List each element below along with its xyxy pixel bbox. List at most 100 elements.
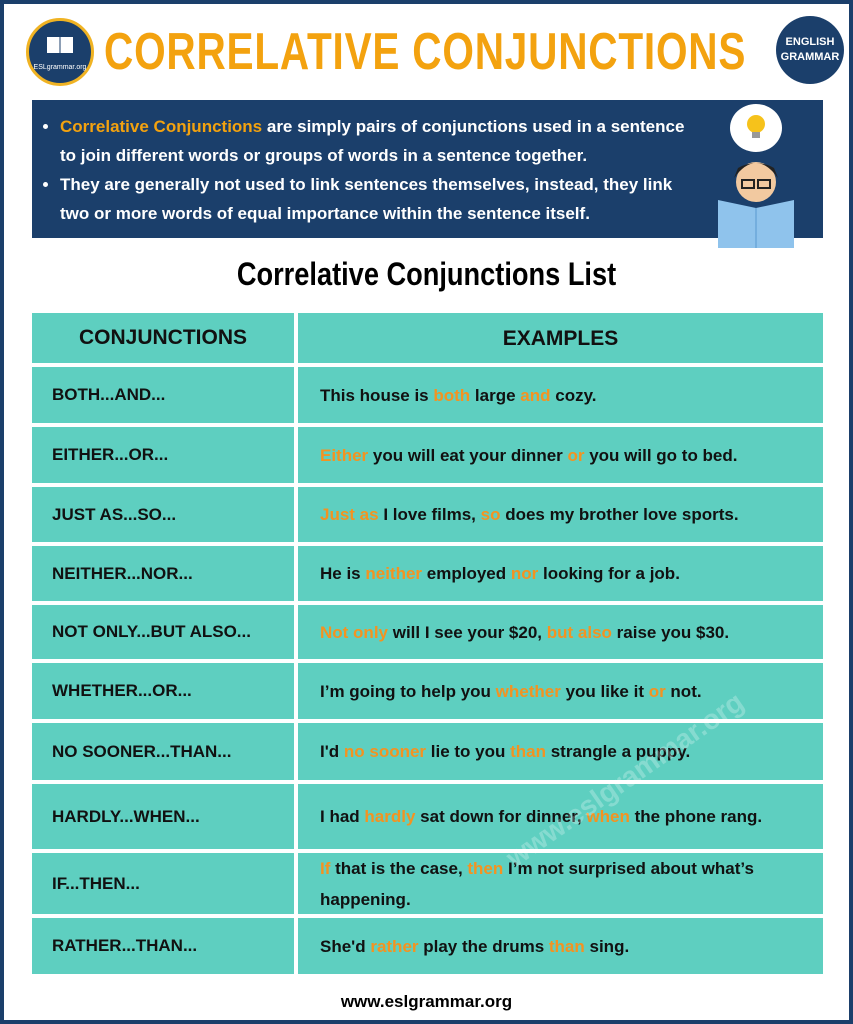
- example: I'd no sooner lie to you than strangle a…: [298, 723, 823, 780]
- highlight-text: If: [320, 858, 331, 878]
- text-segment: They are generally not used to link sent…: [60, 175, 673, 223]
- example: I had hardly sat down for dinner, when t…: [298, 784, 823, 849]
- text-segment: are simply pairs of conjunctions used in…: [60, 117, 685, 165]
- example-text: Not only will I see your $20, but also r…: [320, 617, 729, 648]
- table-row: NO SOONER...THAN... I'd no sooner lie to …: [32, 723, 823, 780]
- text-segment: looking for a job.: [538, 564, 680, 583]
- table-row: RATHER...THAN... She'd rather play the dr…: [32, 918, 823, 974]
- example-text: Either you will eat your dinner or you w…: [320, 440, 738, 471]
- text-segment: you like it: [560, 681, 649, 701]
- example-text: Just as I love films, so does my brother…: [320, 499, 739, 530]
- text-segment: I love films,: [378, 505, 481, 524]
- bullet: Correlative Conjunctions are simply pair…: [60, 112, 693, 170]
- table-row: BOTH...AND... This house is both large an…: [32, 367, 823, 423]
- highlight-text: Not only: [320, 622, 388, 642]
- highlight-text: when: [586, 807, 630, 826]
- highlight-text: hardly: [364, 807, 416, 826]
- conjunction: NOT ONLY...BUT ALSO...: [32, 605, 294, 659]
- table-row: NEITHER...NOR... He is neither employed n…: [32, 546, 823, 601]
- bullet: They are generally not used to link sent…: [60, 170, 693, 228]
- highlight-text: Correlative Conjunctions: [60, 117, 263, 136]
- text-segment: I’m going to help you: [320, 681, 496, 701]
- conjunction: NEITHER...NOR...: [32, 546, 294, 601]
- conjunction: BOTH...AND...: [32, 367, 294, 423]
- conjunction: EITHER...OR...: [32, 427, 294, 483]
- conjunction: WHETHER...OR...: [32, 663, 294, 719]
- conjunction: JUST AS...SO...: [32, 487, 294, 542]
- highlight-text: then: [467, 858, 504, 878]
- text-segment: cozy.: [550, 385, 597, 405]
- highlight-text: both: [433, 385, 471, 405]
- example-text: He is neither employed nor looking for a…: [320, 558, 680, 589]
- table-row: WHETHER...OR... I’m going to help you whe…: [32, 663, 823, 719]
- example: Not only will I see your $20, but also r…: [298, 605, 823, 659]
- footer: www.eslgrammar.org: [340, 992, 513, 1011]
- example-text: If that is the case, then I’m not surpri…: [320, 853, 817, 915]
- highlight-text: no sooner: [343, 742, 427, 761]
- table-row: NOT ONLY...BUT ALSO... Not only will I se…: [32, 605, 823, 659]
- highlight-text: and: [520, 385, 551, 405]
- title: CORRELATIVE CONJUNCTIONS: [104, 23, 747, 81]
- text-segment: I’m not surprised about what’s happening…: [320, 858, 759, 909]
- example-text: She'd rather play the drums than sing.: [320, 931, 629, 962]
- bullet-list: Correlative Conjunctions are simply pair…: [44, 112, 693, 228]
- example: I’m going to help you whether you like i…: [298, 663, 823, 719]
- text-segment: This house is: [320, 385, 434, 405]
- example-text: I’m going to help you whether you like i…: [320, 676, 702, 707]
- highlight-text: nor: [510, 564, 539, 583]
- text-segment: does my brother love sports.: [500, 505, 739, 524]
- highlight-text: than: [548, 936, 585, 956]
- text-segment: you will go to bed.: [584, 445, 738, 465]
- example: This house is both large and cozy.: [298, 367, 823, 423]
- text-segment: will I see your $20,: [388, 622, 547, 642]
- highlight-text: rather: [370, 936, 419, 956]
- text-segment: He is: [320, 564, 366, 583]
- column-header: CONJUNCTIONS: [32, 313, 294, 363]
- intro-box: Correlative Conjunctions are simply pair…: [32, 100, 823, 238]
- text-segment: lie to you: [426, 742, 511, 761]
- example-text: This house is both large and cozy.: [320, 380, 597, 411]
- text-segment: the phone rang.: [629, 807, 763, 826]
- text-segment: play the drums: [418, 936, 549, 956]
- text-segment: She'd: [320, 936, 371, 956]
- example: He is neither employed nor looking for a…: [298, 546, 823, 601]
- conjunction: HARDLY...WHEN...: [32, 784, 294, 849]
- text-segment: strangle a puppy.: [546, 742, 691, 761]
- highlight-text: Just as: [320, 505, 379, 524]
- book-icon: [47, 37, 73, 53]
- table-row: HARDLY...WHEN... I had hardly sat down fo…: [32, 784, 823, 849]
- subtitle: Correlative Conjunctions List: [236, 256, 617, 292]
- reader-illustration: [718, 104, 794, 248]
- highlight-text: or: [567, 445, 585, 465]
- logo-text: ESLgrammar.org: [33, 64, 87, 71]
- table-row: JUST AS...SO... Just as I love films, so …: [32, 487, 823, 542]
- highlight-text: whether: [495, 681, 561, 701]
- example-text: I'd no sooner lie to you than strangle a…: [320, 736, 690, 767]
- highlight-text: or: [648, 681, 666, 701]
- example: Either you will eat your dinner or you w…: [298, 427, 823, 483]
- conjunction: RATHER...THAN...: [32, 918, 294, 974]
- text-segment: raise you $30.: [611, 622, 730, 642]
- text-segment: not.: [665, 681, 702, 701]
- table-row: IF...THEN... If that is the case, then I’…: [32, 853, 823, 914]
- conjunction: NO SOONER...THAN...: [32, 723, 294, 780]
- highlight-text: Either: [320, 445, 369, 465]
- logo: ESLgrammar.org: [26, 18, 94, 86]
- text-segment: I'd: [320, 742, 344, 761]
- highlight-text: so: [480, 505, 501, 524]
- header-row: CONJUNCTIONS EXAMPLES: [32, 313, 823, 363]
- example: She'd rather play the drums than sing.: [298, 918, 823, 974]
- text-segment: that is the case,: [330, 858, 468, 878]
- text-segment: sat down for dinner,: [415, 807, 587, 826]
- example-text: I had hardly sat down for dinner, when t…: [320, 801, 762, 832]
- text-segment: you will eat your dinner: [368, 445, 568, 465]
- column-header: EXAMPLES: [298, 313, 823, 363]
- table: CONJUNCTIONS EXAMPLES BOTH...AND... This …: [32, 313, 823, 978]
- text-segment: I had: [320, 807, 365, 826]
- text-segment: sing.: [584, 936, 630, 956]
- conjunction: IF...THEN...: [32, 853, 294, 914]
- badge-text: ENGLISH: [785, 36, 835, 48]
- highlight-text: but also: [546, 622, 612, 642]
- text-segment: employed: [422, 564, 511, 583]
